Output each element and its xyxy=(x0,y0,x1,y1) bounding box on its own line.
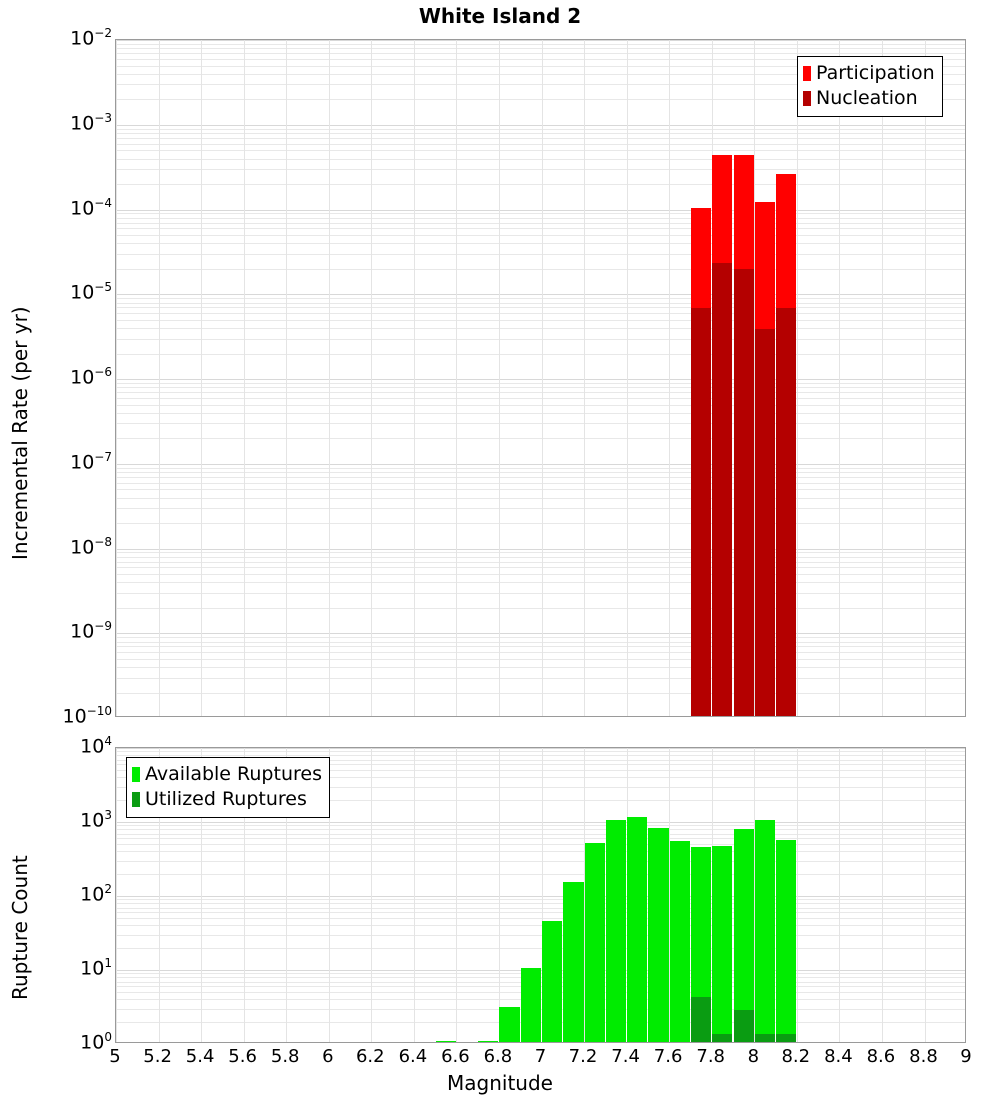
x-tick-label: 5 xyxy=(109,1046,121,1067)
legend-item-nucleation[interactable]: Nucleation xyxy=(803,86,935,111)
bar-nucleation xyxy=(733,268,754,716)
x-tick-label: 7.4 xyxy=(611,1046,640,1067)
y-axis-title-bottom: Rupture Count xyxy=(8,855,32,1000)
x-tick-label: 6.4 xyxy=(398,1046,428,1067)
bar-available-ruptures xyxy=(584,842,605,1042)
bar-nucleation xyxy=(754,328,776,716)
y-tick-label: 10−3 xyxy=(70,110,112,135)
x-tick-label: 6.8 xyxy=(483,1046,513,1067)
bars-bottom xyxy=(116,748,965,1042)
x-tick-label: 5.6 xyxy=(228,1046,257,1067)
x-tick-label: 8.2 xyxy=(781,1046,811,1067)
y-tick-label: 10−5 xyxy=(70,280,112,304)
x-tick-label: 7.2 xyxy=(568,1046,598,1067)
y-axis-title-top: Incremental Rate (per yr) xyxy=(8,306,32,560)
bar-utilized-ruptures xyxy=(712,1033,733,1042)
y-tick-label: 10−10 xyxy=(62,704,112,728)
x-tick-label: 9 xyxy=(960,1046,972,1067)
bar-available-ruptures xyxy=(542,921,563,1042)
x-tick-label: 7 xyxy=(534,1046,547,1067)
legend-label-utilized-ruptures: Utilized Ruptures xyxy=(145,788,307,810)
bars-top xyxy=(116,40,965,716)
bar-available-ruptures xyxy=(499,1006,520,1042)
x-tick-label: 6.2 xyxy=(355,1046,385,1067)
bar-available-ruptures xyxy=(776,840,797,1042)
bar-nucleation xyxy=(776,308,797,716)
legend-top: Participation Nucleation xyxy=(797,56,943,117)
legend-item-participation[interactable]: Participation xyxy=(803,61,935,86)
y-tick-label: 10−8 xyxy=(70,534,112,558)
legend-label-participation: Participation xyxy=(816,62,935,84)
x-tick-label: 6 xyxy=(322,1046,334,1067)
bar-available-ruptures xyxy=(648,827,669,1042)
bar-available-ruptures xyxy=(435,1041,456,1042)
bar-available-ruptures xyxy=(669,841,690,1042)
legend-item-available-ruptures[interactable]: Available Ruptures xyxy=(132,762,322,787)
page-title: White Island 2 xyxy=(418,4,582,28)
bar-utilized-ruptures xyxy=(690,997,712,1042)
bar-available-ruptures xyxy=(754,820,776,1042)
y-tick-label: 102 xyxy=(80,882,112,906)
x-tick-label: 7.8 xyxy=(696,1046,726,1067)
bar-available-ruptures xyxy=(605,820,627,1042)
bar-utilized-ruptures xyxy=(776,1033,797,1042)
bar-available-ruptures xyxy=(733,828,754,1042)
x-tick-label: 6.6 xyxy=(441,1046,470,1067)
x-tick-label: 8.6 xyxy=(866,1046,896,1067)
y-tick-label: 10−6 xyxy=(70,365,112,389)
y-tick-label: 10−9 xyxy=(70,619,112,643)
x-tick-label: 8.8 xyxy=(909,1046,938,1067)
legend-swatch-utilized-ruptures xyxy=(132,792,140,807)
x-tick-label: 8.4 xyxy=(824,1046,853,1067)
x-tick-label: 5.8 xyxy=(270,1046,300,1067)
x-tick-label: 5.4 xyxy=(185,1046,215,1067)
legend-label-nucleation: Nucleation xyxy=(816,87,918,109)
y-tick-label: 100 xyxy=(80,1030,112,1054)
y-tick-label: 10−4 xyxy=(70,195,112,219)
bar-available-ruptures xyxy=(712,845,733,1042)
legend-label-available-ruptures: Available Ruptures xyxy=(145,763,322,785)
y-tick-label: 10−7 xyxy=(70,449,112,474)
bar-available-ruptures xyxy=(520,968,541,1042)
bar-available-ruptures xyxy=(690,847,712,1042)
legend-swatch-participation xyxy=(803,66,811,81)
y-tick-label: 103 xyxy=(80,808,112,832)
x-tick-label: 7.6 xyxy=(653,1046,683,1067)
legend-swatch-available-ruptures xyxy=(132,767,140,782)
x-tick-label: 8 xyxy=(747,1046,760,1067)
legend-item-utilized-ruptures[interactable]: Utilized Ruptures xyxy=(132,787,322,812)
bar-utilized-ruptures xyxy=(733,1010,754,1042)
bar-utilized-ruptures xyxy=(754,1033,776,1042)
y-tick-label: 101 xyxy=(80,956,112,980)
legend-bottom: Available Ruptures Utilized Ruptures xyxy=(126,757,330,818)
bar-available-ruptures xyxy=(563,882,584,1042)
bar-nucleation xyxy=(690,308,712,716)
y-tick-label: 104 xyxy=(80,734,112,758)
bar-available-ruptures xyxy=(627,816,648,1042)
legend-swatch-nucleation xyxy=(803,91,811,106)
x-tick-label: 5.2 xyxy=(143,1046,172,1067)
y-tick-label: 10−2 xyxy=(70,26,112,50)
x-axis-title: Magnitude xyxy=(447,1071,553,1095)
bar-nucleation xyxy=(712,263,733,716)
bar-available-ruptures xyxy=(478,1041,499,1042)
incremental-rate-plot xyxy=(115,39,966,717)
